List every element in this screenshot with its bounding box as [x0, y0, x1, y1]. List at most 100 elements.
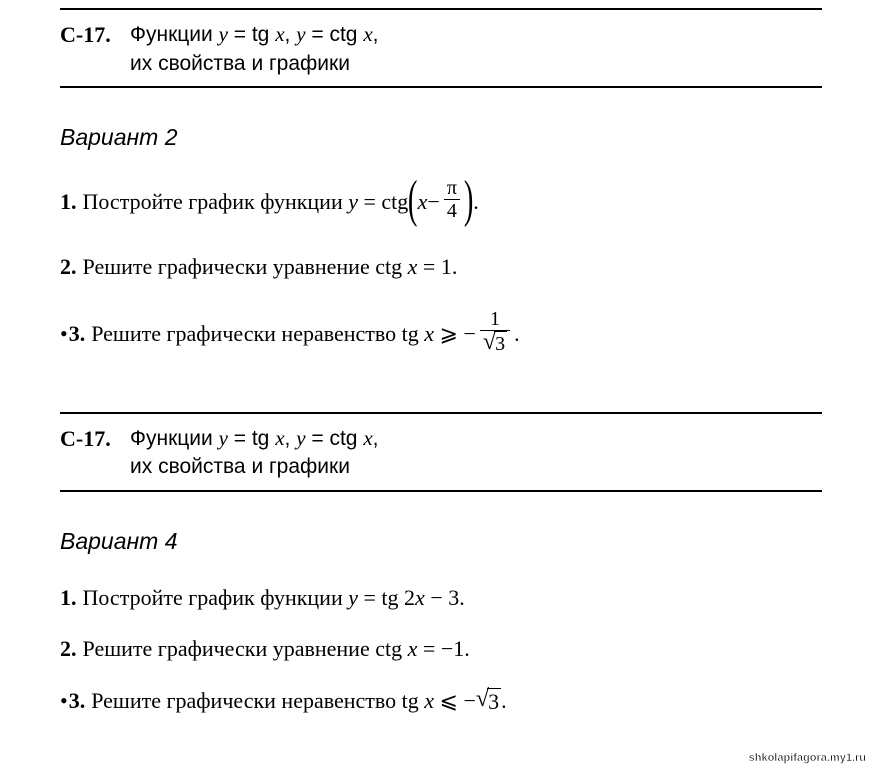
equation: y = ctg — [343, 187, 409, 217]
bullet-icon: • — [60, 319, 68, 349]
variant-heading: Вариант 4 — [60, 528, 822, 555]
variant-heading: Вариант 2 — [60, 124, 822, 151]
sqrt-sign-icon: √ — [476, 687, 489, 711]
equation: tg x ⩾ − — [396, 319, 476, 349]
var: x — [424, 321, 434, 346]
minus: − — [463, 321, 475, 346]
val: −1 — [441, 636, 464, 661]
op: = — [228, 427, 252, 450]
equation: y = tg 2x − 3. — [343, 583, 465, 613]
func: ctg — [381, 189, 408, 214]
func: tg — [252, 427, 275, 450]
var: x — [408, 254, 418, 279]
section-title-line2: их свойства и графики — [130, 453, 350, 481]
problem-number: 1. — [60, 187, 77, 217]
var: x — [424, 688, 434, 713]
var: x — [275, 22, 284, 46]
var: y — [348, 189, 358, 214]
func: ctg — [329, 23, 363, 46]
minus: − — [463, 688, 475, 713]
var: x — [418, 187, 428, 217]
var: y — [296, 426, 305, 450]
func: ctg — [375, 636, 407, 661]
sqrt: √ 3 — [483, 331, 507, 356]
var: y — [296, 22, 305, 46]
text: Функции — [130, 23, 219, 46]
rule — [60, 490, 822, 492]
numerator: π — [444, 177, 460, 199]
denominator: √ 3 — [480, 331, 510, 356]
var: x — [363, 22, 372, 46]
period: . — [452, 254, 458, 279]
problem-text: Решите графически уравнение — [83, 252, 370, 282]
document-page: С-17. Функции y = tg x, y = ctg x, их св… — [0, 0, 872, 736]
text: Функции — [130, 427, 219, 450]
bullet-icon: • — [60, 686, 68, 716]
period: . — [501, 686, 507, 716]
period: . — [459, 585, 465, 610]
op: = — [306, 427, 330, 450]
problem-text: Постройте график функции — [83, 187, 343, 217]
sep: , — [373, 23, 379, 46]
period: . — [514, 319, 520, 349]
period: . — [464, 636, 470, 661]
var: x — [363, 426, 372, 450]
period: . — [473, 187, 479, 217]
op: = — [417, 636, 440, 661]
problem-3: •3. Решите графически неравенство tg x ⩾… — [60, 310, 822, 358]
problem-3: •3. Решите графически неравенство tg x ⩽… — [60, 686, 822, 716]
sqrt-sign-icon: √ — [483, 330, 496, 354]
op: = — [358, 189, 381, 214]
op: = — [358, 585, 381, 610]
problem-number: 1. — [60, 583, 77, 613]
func: tg — [381, 585, 404, 610]
op: ⩽ — [434, 688, 463, 713]
problem-1: 1. Постройте график функции y = tg 2x − … — [60, 583, 822, 613]
problem-text: Решите графически неравенство — [91, 319, 396, 349]
op: − — [427, 187, 439, 217]
var: y — [219, 22, 228, 46]
func: ctg — [329, 427, 363, 450]
val: 1 — [441, 254, 452, 279]
sqrt-body: 3 — [487, 688, 501, 715]
func: tg — [402, 321, 425, 346]
sqrt: √ 3 — [476, 688, 501, 715]
section-label: С-17. — [60, 424, 130, 454]
rule — [60, 412, 822, 414]
func: tg — [252, 23, 275, 46]
var: x — [408, 636, 418, 661]
spacer — [60, 386, 822, 412]
section-header: С-17. Функции y = tg x, y = ctg x, их св… — [60, 418, 822, 488]
equation: ctg x = 1. — [370, 252, 458, 282]
section-title-line2: их свойства и графики — [130, 50, 350, 78]
op: = — [306, 23, 330, 46]
problem-number: 3. — [69, 319, 86, 349]
fraction: 1 √ 3 — [480, 308, 510, 356]
numerator: 1 — [487, 308, 503, 330]
rule — [60, 86, 822, 88]
coef: 2 — [404, 585, 415, 610]
equation: ctg x = −1. — [370, 634, 470, 664]
section-header: С-17. Функции y = tg x, y = ctg x, их св… — [60, 14, 822, 84]
problem-text: Постройте график функции — [83, 583, 343, 613]
problem-number: 3. — [69, 686, 86, 716]
func: tg — [402, 688, 425, 713]
problem-2: 2. Решите графически уравнение ctg x = −… — [60, 634, 822, 664]
sep: , — [285, 23, 297, 46]
sep: , — [373, 427, 379, 450]
problem-2: 2. Решите графически уравнение ctg x = 1… — [60, 252, 822, 282]
equation: tg x ⩽ − — [396, 686, 476, 716]
denominator: 4 — [444, 200, 460, 222]
func: ctg — [375, 254, 407, 279]
rule — [60, 8, 822, 10]
var: x — [415, 585, 425, 610]
var: y — [219, 426, 228, 450]
problem-text: Решите графически уравнение — [83, 634, 370, 664]
problem-number: 2. — [60, 252, 77, 282]
op: = — [228, 23, 252, 46]
var: y — [348, 585, 358, 610]
var: x — [275, 426, 284, 450]
problem-number: 2. — [60, 634, 77, 664]
problem-1: 1. Постройте график функции y = ctg ( x … — [60, 179, 822, 224]
tail: − 3 — [425, 585, 459, 610]
